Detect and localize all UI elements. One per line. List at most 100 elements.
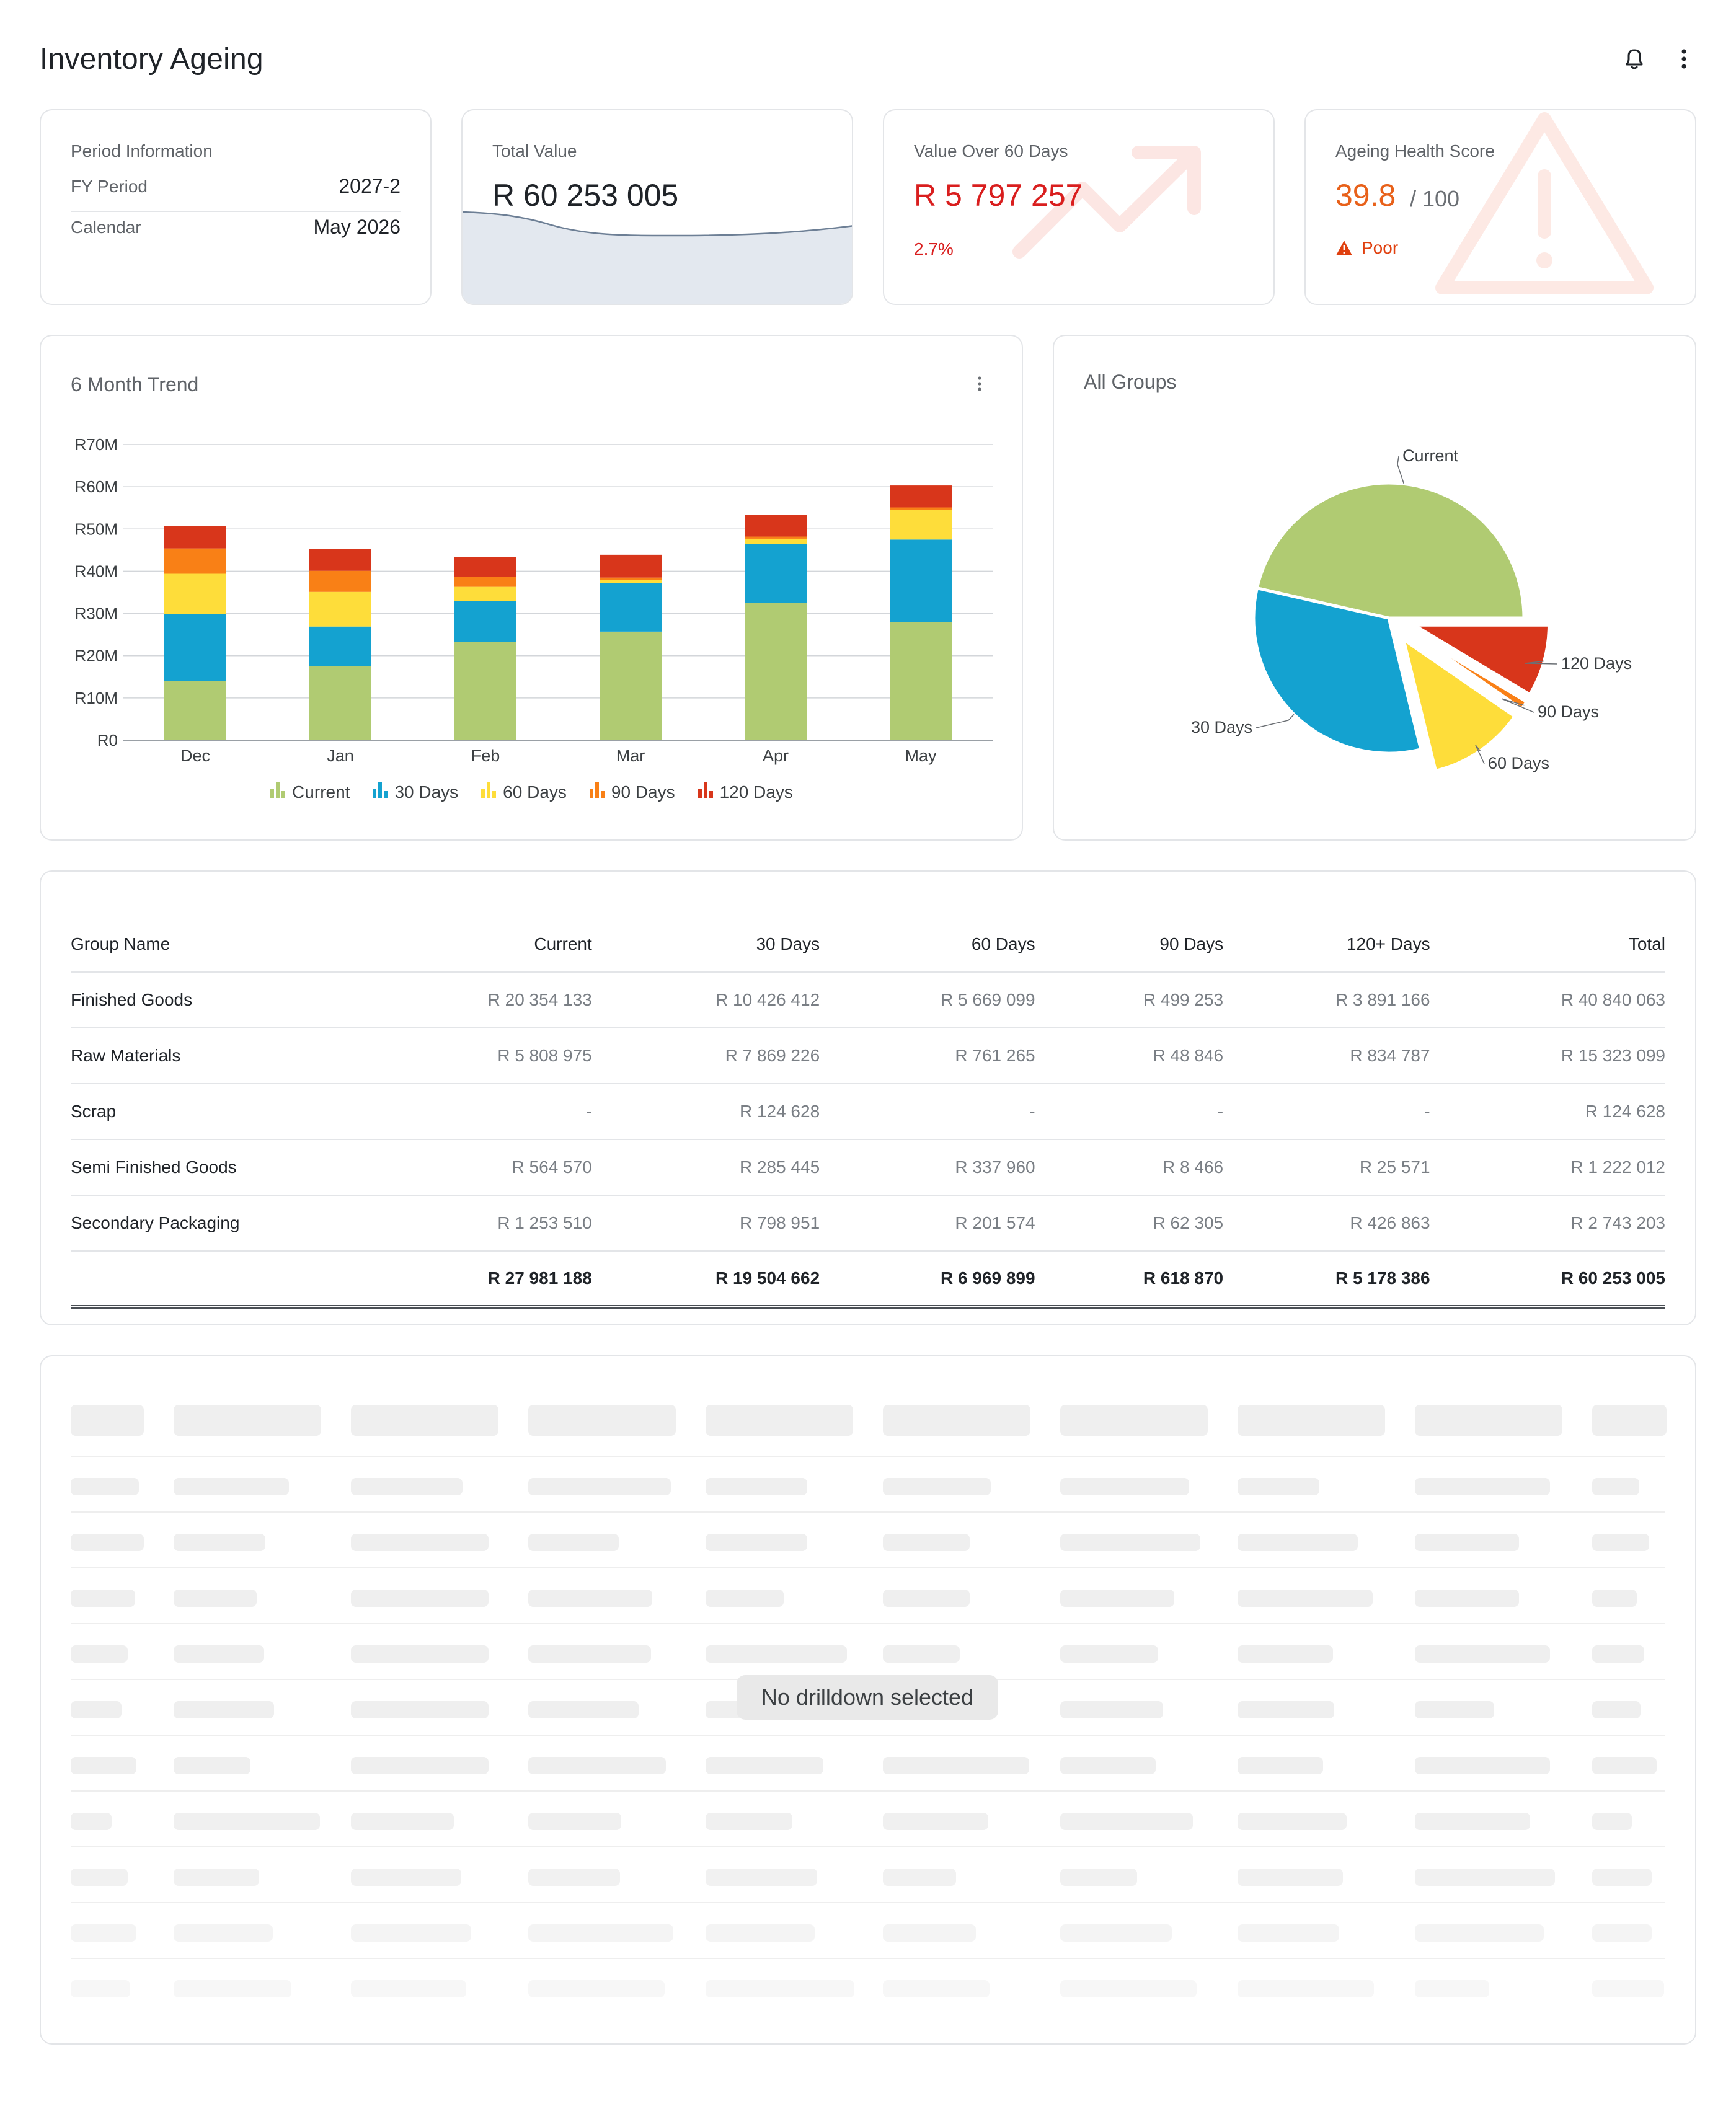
trend-more-icon[interactable] [977, 376, 982, 395]
skeleton-cell [351, 1701, 489, 1718]
group-name-cell: Secondary Packaging [71, 1195, 331, 1252]
health-score-card[interactable]: Ageing Health Score 39.8 / 100 Poor [1304, 109, 1696, 305]
skeleton-cell [71, 1645, 128, 1663]
skeleton-header-cell [706, 1405, 853, 1436]
120-days-cell: R 834 787 [1223, 1028, 1430, 1084]
skeleton-cell [71, 1478, 139, 1495]
skeleton-row-divider [71, 1456, 1665, 1457]
skeleton-cell [1592, 1980, 1664, 1997]
bar-dec-30-days[interactable] [164, 614, 226, 681]
bar-jan-30-days[interactable] [309, 626, 371, 666]
column-header-60-days[interactable]: 60 Days [820, 916, 1035, 973]
y-tick-label: R60M [75, 477, 118, 496]
pie-label-30-days: 30 Days [1191, 718, 1252, 736]
health-score-max: / 100 [1410, 186, 1460, 211]
bar-dec-current[interactable] [164, 681, 226, 740]
total-cell: R 1 222 012 [1430, 1139, 1665, 1196]
pie-slice-30-days[interactable] [1252, 586, 1423, 755]
skeleton-cell [174, 1645, 264, 1663]
bar-mar-90-days[interactable] [600, 577, 662, 580]
total-value-sparkline [463, 211, 852, 304]
bar-may-90-days[interactable] [890, 507, 952, 510]
table-row[interactable]: Raw Materials R 5 808 975 R 7 869 226 R … [71, 1028, 1665, 1084]
legend-item-30-days[interactable]: 30 Days [372, 781, 458, 803]
bar-feb-current[interactable] [454, 642, 516, 740]
column-header-90-days[interactable]: 90 Days [1035, 916, 1224, 973]
bar-mar-120-days[interactable] [600, 554, 662, 578]
total-label-cell [71, 1250, 331, 1309]
table-total-row: R 27 981 188 R 19 504 662 R 6 969 899 R … [71, 1250, 1665, 1309]
pie-label-60-days: 60 Days [1488, 754, 1549, 772]
pie-slice-90-days[interactable] [1409, 630, 1529, 712]
table-row[interactable]: Secondary Packaging R 1 253 510 R 798 95… [71, 1195, 1665, 1252]
bar-may-60-days[interactable] [890, 510, 952, 540]
bar-apr-30-days[interactable] [745, 544, 807, 603]
table-row[interactable]: Scrap - R 124 628 - - - R 124 628 [71, 1084, 1665, 1140]
fy-period-key: FY Period [71, 176, 148, 196]
column-header-30-days[interactable]: 30 Days [591, 916, 820, 973]
skeleton-row-divider [71, 1567, 1665, 1568]
summary-table-wrap: Group Name Current 30 Days 60 Days 90 Da… [71, 916, 1665, 1309]
value-over-60-card[interactable]: Value Over 60 Days R 5 797 257 2.7% [883, 109, 1275, 305]
more-vertical-icon[interactable] [1672, 46, 1696, 71]
skeleton-cell [351, 1924, 471, 1942]
bar-mar-60-days[interactable] [600, 580, 662, 583]
column-header-120-days[interactable]: 120+ Days [1223, 916, 1430, 973]
trend-bar-chart[interactable]: R0 R10M R20M R30M R40M R50M R60M R70M Dec Jan Feb M… [41, 336, 1023, 782]
legend-item-90-days[interactable]: 90 Days [589, 781, 675, 803]
table-row[interactable]: Finished Goods R 20 354 133 R 10 426 412… [71, 972, 1665, 1028]
bar-jan-90-days[interactable] [309, 570, 371, 592]
skeleton-cell [71, 1869, 128, 1886]
bar-dec-90-days[interactable] [164, 548, 226, 574]
calendar-row: Calendar May 2026 [71, 216, 401, 239]
bar-may-current[interactable] [890, 622, 952, 740]
groups-pie-chart[interactable]: Current 120 Days 90 Days 60 Days 30 Days [1054, 336, 1696, 841]
skeleton-cell [1415, 1590, 1519, 1607]
bar-mar-current[interactable] [600, 631, 662, 740]
bar-jan-120-days[interactable] [309, 549, 371, 571]
legend-item-120-days[interactable]: 120 Days [698, 781, 793, 803]
skeleton-cell [1592, 1813, 1632, 1830]
bell-icon[interactable] [1622, 46, 1647, 71]
column-header-group-name[interactable]: Group Name [71, 916, 331, 973]
bar-may-30-days[interactable] [890, 539, 952, 622]
skeleton-cell [1592, 1534, 1649, 1551]
skeleton-cell [706, 1645, 847, 1663]
bar-mar-30-days[interactable] [600, 583, 662, 632]
total-cell: R 2 743 203 [1430, 1195, 1665, 1252]
bar-apr-current[interactable] [745, 603, 807, 740]
legend-label-30-days: 30 Days [394, 782, 459, 802]
current-cell: R 1 253 510 [330, 1195, 592, 1252]
bar-may-120-days[interactable] [890, 485, 952, 508]
bar-feb-60-days[interactable] [454, 586, 516, 601]
skeleton-cell [351, 1645, 489, 1663]
skeleton-cell [528, 1813, 621, 1830]
skeleton-cell [351, 1590, 489, 1607]
x-tick-label: Jan [327, 746, 354, 765]
bar-jan-current[interactable] [309, 666, 371, 740]
table-row[interactable]: Semi Finished Goods R 564 570 R 285 445 … [71, 1139, 1665, 1196]
legend-item-current[interactable]: Current [270, 781, 350, 803]
90-days-cell: R 499 253 [1035, 972, 1224, 1028]
bar-apr-60-days[interactable] [745, 538, 807, 544]
bar-apr-120-days[interactable] [745, 515, 807, 537]
total-value-card[interactable]: Total Value R 60 253 005 [461, 109, 853, 305]
legend-item-60-days[interactable]: 60 Days [480, 781, 567, 803]
pie-leader-line [1475, 745, 1485, 764]
header-actions [1622, 46, 1696, 71]
column-header-current[interactable]: Current [330, 916, 592, 973]
bar-apr-90-days[interactable] [745, 536, 807, 539]
skeleton-cell [1238, 1813, 1347, 1830]
bar-feb-90-days[interactable] [454, 577, 516, 587]
90-days-cell: - [1035, 1084, 1224, 1140]
bar-jan-60-days[interactable] [309, 591, 371, 627]
bar-feb-120-days[interactable] [454, 557, 516, 577]
bar-feb-30-days[interactable] [454, 601, 516, 642]
x-tick-label: Apr [763, 746, 789, 765]
30-days-cell: R 124 628 [591, 1084, 820, 1140]
bar-dec-120-days[interactable] [164, 526, 226, 549]
bar-dec-60-days[interactable] [164, 573, 226, 614]
skeleton-row-divider [71, 1902, 1665, 1903]
column-header-total[interactable]: Total [1430, 916, 1665, 973]
